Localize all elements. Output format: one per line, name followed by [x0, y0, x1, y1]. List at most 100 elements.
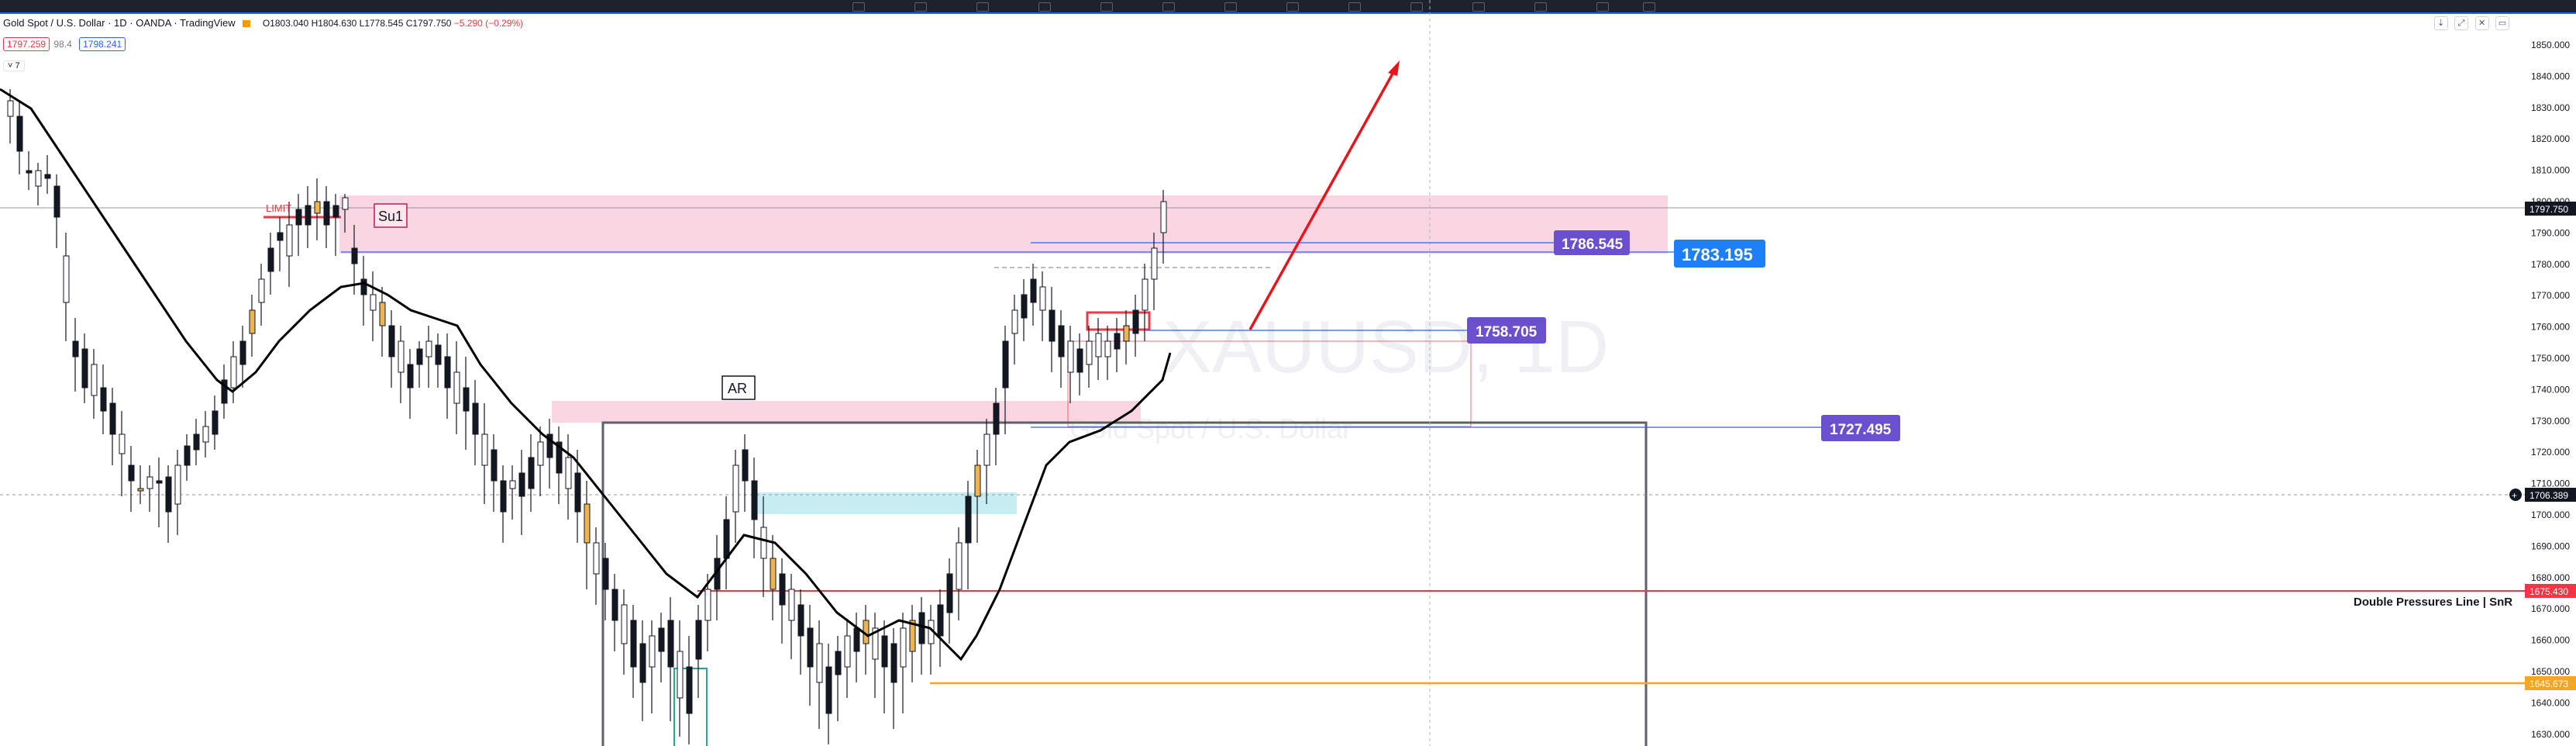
toolbar-tool-icon[interactable] [1038, 2, 1051, 12]
candle-body [342, 197, 349, 210]
current-price-text: 1797.750 [2530, 204, 2568, 215]
candle-body [184, 445, 191, 466]
price-tick-label: 1710.000 [2531, 478, 2570, 489]
candle-body [1151, 247, 1158, 280]
candle-body [16, 116, 23, 152]
candle-body [146, 476, 153, 489]
candle-body [574, 472, 581, 513]
level-label-1758[interactable] [1467, 317, 1546, 344]
candle-body [1086, 340, 1093, 365]
fullscreen-icon[interactable]: ⤢ [2454, 16, 2469, 30]
level-label-1727[interactable] [1821, 415, 1900, 441]
candle-body [156, 480, 163, 484]
toolbar-tool-icon[interactable] [1162, 2, 1175, 12]
limit-label: LIMIT [266, 202, 291, 214]
toolbar-tool-icon[interactable] [1410, 2, 1423, 12]
price-tick-label: 1830.000 [2531, 102, 2570, 113]
toolbar-accent-line [0, 12, 2576, 14]
red-line-price-tag [2525, 584, 2576, 598]
candle-body [816, 643, 823, 683]
candle-body [825, 666, 832, 714]
toolbar-tool-icon[interactable] [1472, 2, 1485, 12]
scroll-to-realtime-icon[interactable]: ⇣ [2433, 16, 2448, 30]
candle-body [35, 170, 42, 187]
ar-label-box [721, 375, 756, 400]
price-tick-label: 1660.000 [2531, 635, 2570, 646]
crosshair-price-tag [2525, 488, 2576, 502]
candle-body [546, 433, 553, 458]
flag-icon[interactable] [243, 20, 251, 28]
toolbar-tool-icon[interactable] [914, 2, 927, 12]
maximize-icon[interactable]: ▭ [2495, 16, 2509, 30]
candle-body [584, 503, 591, 544]
orange-line-price-text: 1645.673 [2530, 679, 2568, 689]
symbol-title[interactable]: Gold Spot / U.S. Dollar · 1D · OANDA · T… [3, 17, 236, 29]
candle-body [286, 224, 293, 257]
toolbar-tool-icon[interactable] [852, 2, 865, 12]
toolbar-tool-icon[interactable] [976, 2, 989, 12]
price-tick-label: 1720.000 [2531, 447, 2570, 458]
red-line-price-text: 1675.430 [2530, 586, 2568, 597]
candle-body [165, 476, 172, 513]
buy-button[interactable]: 1798.241 [79, 37, 126, 51]
toolbar-tool-icon[interactable] [1348, 2, 1361, 12]
candle-body [1132, 309, 1139, 334]
level-label-1786[interactable] [1554, 230, 1630, 255]
candle-body [742, 449, 749, 482]
toolbar-tool-icon[interactable] [1224, 2, 1237, 12]
toolbar-tool-icon[interactable] [1100, 2, 1113, 12]
price-tick-label: 1810.000 [2531, 165, 2570, 176]
level-text-1758: 1758.705 [1476, 324, 1538, 340]
candle-body [621, 604, 628, 644]
candle-body [797, 604, 804, 637]
candle-body [593, 542, 600, 575]
candle-body [788, 589, 795, 621]
candle-body [630, 620, 637, 668]
candle-body [1142, 278, 1149, 311]
candle-body [649, 635, 656, 668]
candle-body [407, 364, 414, 389]
range-box-red [1067, 340, 1472, 427]
candle-body [909, 620, 916, 652]
close-icon[interactable]: ✕ [2474, 16, 2489, 30]
candle-body [305, 205, 312, 226]
candle-body [221, 379, 228, 404]
candle-body [463, 387, 470, 412]
price-axis[interactable]: 1850.000 1840.000 1830.000 1820.000 1810.000… [2525, 14, 2576, 746]
level-text-1727: 1727.495 [1830, 422, 1892, 438]
indicators-collapse-button[interactable]: ˅ 7 [3, 60, 25, 71]
candle-body [277, 232, 284, 241]
toolbar-tool-icon[interactable] [1643, 2, 1655, 12]
candle-body [1030, 278, 1037, 303]
candle-body [537, 441, 544, 466]
candle-body [695, 620, 702, 660]
candle-body [1058, 325, 1065, 357]
candle-body [751, 480, 758, 520]
sell-button[interactable]: 1797.259 [3, 37, 50, 51]
candle-body [835, 651, 842, 675]
candles-group [7, 89, 1167, 744]
price-tick-label: 1670.000 [2531, 603, 2570, 614]
price-tick-label: 1680.000 [2531, 572, 2570, 583]
candle-body [332, 205, 339, 218]
toolbar-tool-icon[interactable] [1596, 2, 1609, 12]
candle-body [258, 278, 265, 303]
candle-body [435, 344, 442, 365]
candle-body [1039, 286, 1046, 311]
candle-body [295, 209, 302, 226]
price-tick-label: 1850.000 [2531, 40, 2570, 50]
order-block-box [1086, 311, 1151, 331]
moving-average-line [0, 88, 1172, 661]
candle-body [239, 340, 246, 365]
level-label-1783[interactable] [1674, 240, 1765, 268]
candle-body [119, 433, 126, 454]
toolbar-tool-icon[interactable] [1534, 2, 1547, 12]
price-tick-label: 1730.000 [2531, 416, 2570, 427]
low-value: L1778.545 [359, 18, 404, 29]
candle-body [1114, 333, 1121, 350]
toolbar-tool-icon[interactable] [1286, 2, 1299, 12]
price-tick-label: 1840.000 [2531, 71, 2570, 81]
symbol-legend[interactable]: Gold Spot / U.S. Dollar · 1D · OANDA · T… [3, 17, 523, 29]
crosshair-plus-icon[interactable] [2509, 489, 2522, 501]
